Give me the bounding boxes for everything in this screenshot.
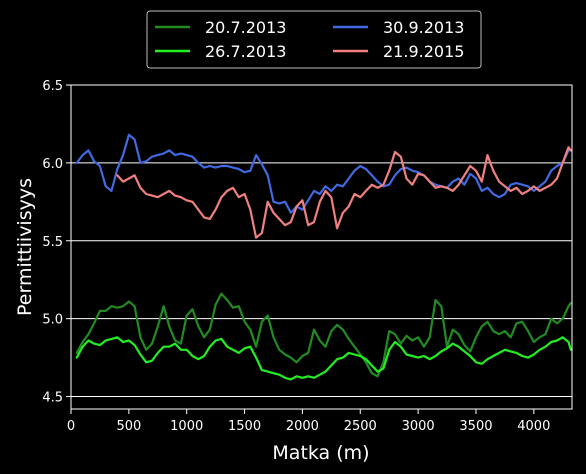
legend-label: 21.9.2015 — [383, 42, 464, 61]
x-tick-label: 1500 — [228, 419, 261, 434]
plot-frame — [70, 84, 573, 410]
gridlines — [71, 162, 572, 398]
legend-box — [146, 10, 482, 69]
y-tick-label: 6.5 — [42, 79, 63, 94]
axis-ticks: 4.5 5.0 5.5 6.0 6.5 0 500 1000 1500 2000 2500 3000 3… — [42, 79, 550, 434]
y-tick-label: 4.5 — [42, 391, 63, 406]
series-line-20-7-2013 — [75, 292, 572, 378]
legend-label: 30.9.2013 — [383, 18, 464, 37]
legend-label: 26.7.2013 — [205, 42, 286, 61]
x-tick-label: 1000 — [170, 419, 203, 434]
series-line-26-7-2013 — [75, 336, 572, 381]
legend: 20.7.2013 26.7.2013 30.9.2013 21.9.2015 — [146, 10, 482, 69]
x-axis-title: Matka (m) — [272, 442, 369, 464]
y-axis-title: Permittiivisyys — [14, 178, 36, 316]
series-line-30-9-2013 — [75, 133, 572, 214]
x-tick-label: 2500 — [344, 419, 377, 434]
y-tick-label: 6.0 — [42, 157, 63, 172]
y-tick-label: 5.0 — [42, 313, 63, 328]
x-tick-label: 4000 — [517, 419, 550, 434]
x-tick-label: 500 — [116, 419, 141, 434]
y-tick-label: 5.5 — [42, 235, 63, 250]
series-lines — [75, 133, 572, 381]
x-tick-label: 2000 — [286, 419, 319, 434]
x-tick-label: 0 — [67, 419, 75, 434]
x-tick-label: 3000 — [402, 419, 435, 434]
series-line-21-9-2015 — [116, 146, 572, 239]
x-tick-label: 3500 — [459, 419, 492, 434]
legend-label: 20.7.2013 — [205, 18, 286, 37]
